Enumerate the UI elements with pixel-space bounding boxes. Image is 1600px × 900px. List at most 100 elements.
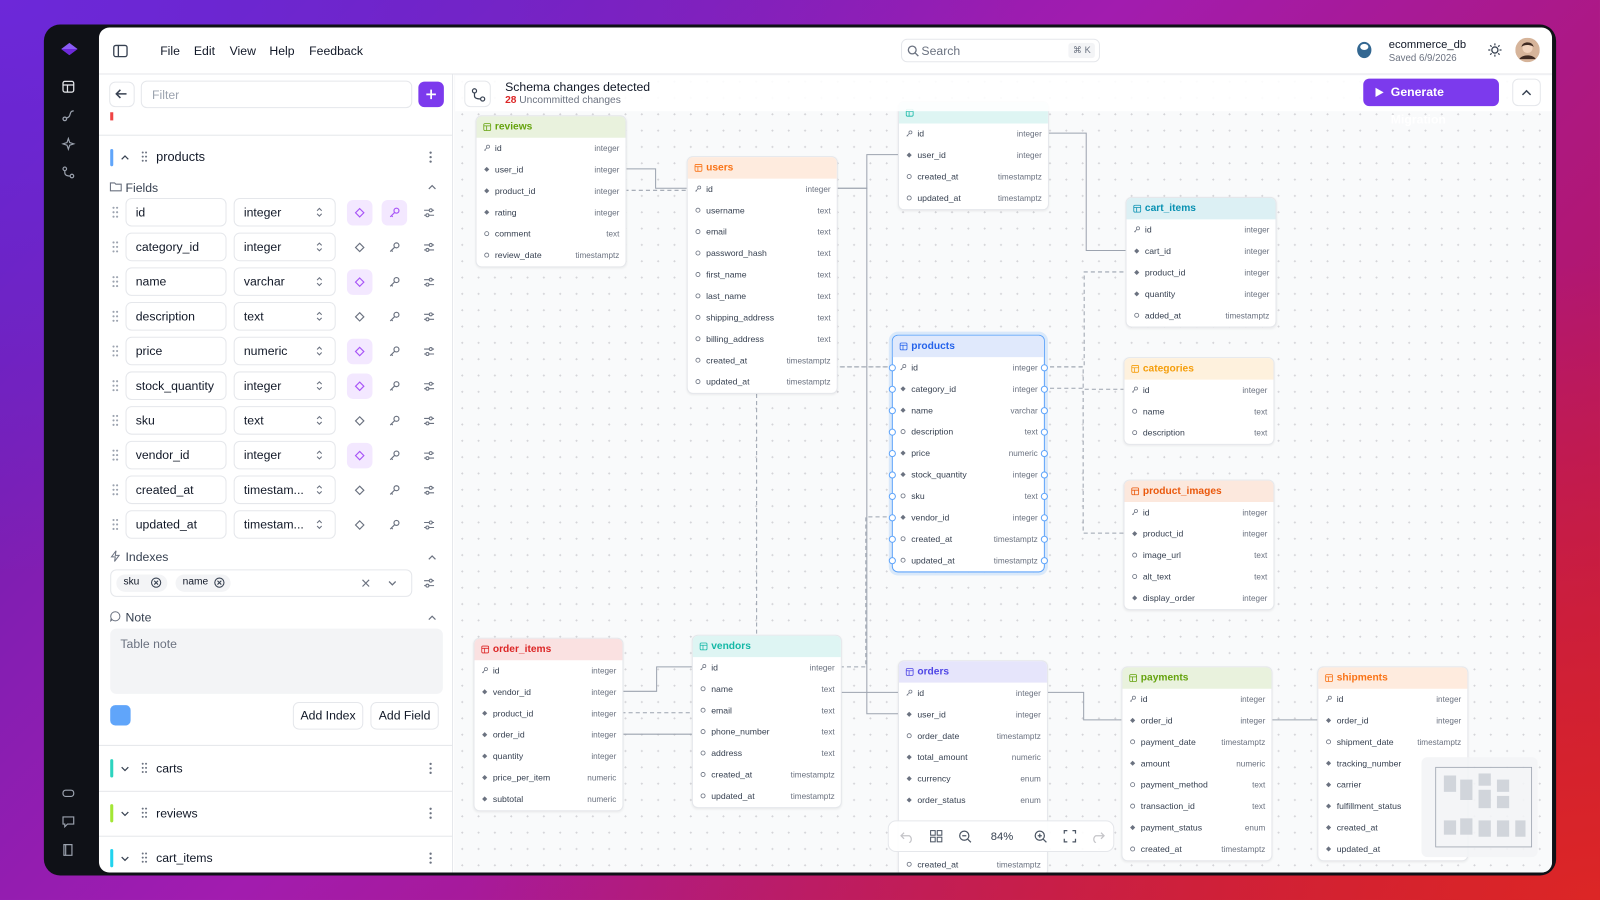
handle[interactable] (1040, 407, 1048, 415)
handle[interactable] (1040, 364, 1048, 372)
filter-input[interactable]: Filter (140, 80, 413, 109)
handle[interactable] (888, 364, 896, 372)
field-settings[interactable] (422, 380, 435, 393)
note-chevron[interactable] (426, 611, 439, 624)
branch-button[interactable] (464, 80, 491, 108)
handle[interactable] (1040, 492, 1048, 500)
sidebar-toggle[interactable] (112, 43, 128, 59)
not-null-toggle[interactable] (346, 269, 373, 295)
field-type-select[interactable]: integer (233, 371, 336, 400)
field-settings[interactable] (422, 310, 435, 323)
field-drag[interactable] (108, 517, 122, 531)
expand-chevron[interactable] (118, 807, 131, 820)
table-node[interactable]: product_images id integer product_id integer… (1123, 479, 1275, 611)
field-name-input[interactable]: sku (125, 406, 227, 435)
field-settings[interactable] (422, 484, 435, 497)
field-name-input[interactable]: updated_at (125, 510, 227, 539)
handle[interactable] (1040, 471, 1048, 479)
expand-chevron[interactable] (118, 762, 131, 775)
handle[interactable] (888, 557, 896, 565)
handle[interactable] (888, 407, 896, 415)
field-settings[interactable] (422, 206, 435, 219)
handle[interactable] (888, 492, 896, 500)
field-settings[interactable] (422, 449, 435, 462)
field-type-select[interactable]: varchar (233, 267, 336, 296)
theme-toggle[interactable] (1488, 43, 1502, 57)
collapse-button[interactable] (1512, 78, 1541, 107)
table-node[interactable]: cart_items id integer cart_id integer product… (1125, 196, 1277, 328)
back-button[interactable] (113, 86, 129, 102)
table-node[interactable]: vendors id integer name text email text phone_n… (691, 634, 842, 809)
field-name-input[interactable]: description (125, 302, 227, 331)
sidebar-button[interactable]: Add Index (292, 702, 364, 730)
field-name-input[interactable]: stock_quantity (125, 371, 227, 400)
not-null-toggle[interactable] (346, 338, 373, 365)
field-name-input[interactable]: price (125, 336, 227, 366)
field-settings[interactable] (422, 345, 435, 358)
menu-item[interactable]: File (160, 43, 180, 59)
index-tag-remove[interactable] (213, 577, 225, 589)
zoom-in[interactable] (1034, 830, 1048, 844)
field-type-select[interactable]: integer (233, 197, 336, 227)
table-name[interactable]: carts (156, 761, 183, 776)
field-name-input[interactable]: vendor_id (125, 440, 227, 470)
field-drag[interactable] (108, 413, 122, 427)
handle[interactable] (888, 535, 896, 543)
table-menu[interactable] (423, 851, 437, 865)
field-type-select[interactable]: integer (233, 232, 336, 262)
index-tag-remove[interactable] (150, 577, 162, 589)
rail-feedback[interactable] (61, 814, 75, 829)
expand-chevron[interactable] (118, 852, 131, 865)
avatar[interactable] (1515, 37, 1540, 63)
table-node[interactable]: id integer user_id integer created_at timesta… (897, 101, 1049, 211)
minimap[interactable] (1421, 757, 1538, 858)
field-settings[interactable] (422, 241, 435, 254)
field-type-select[interactable]: integer (233, 440, 336, 470)
handle[interactable] (888, 428, 896, 436)
table-menu[interactable] (423, 806, 437, 820)
fit-view[interactable] (930, 830, 943, 843)
field-settings[interactable] (422, 276, 435, 289)
table-name[interactable]: cart_items (156, 851, 213, 866)
rail-branches[interactable] (61, 165, 75, 179)
field-name-input[interactable]: name (125, 267, 227, 296)
field-drag[interactable] (108, 448, 122, 462)
field-name-input[interactable]: category_id (125, 232, 227, 262)
zoom-out[interactable] (958, 830, 972, 844)
field-drag[interactable] (108, 344, 122, 358)
fields-chevron[interactable] (426, 181, 439, 194)
sidebar-button[interactable]: Add Field (370, 702, 439, 730)
note-textarea[interactable]: Table note (110, 628, 443, 694)
table-node[interactable]: order_items id integer vendor_id integer prod… (473, 637, 624, 812)
table-node[interactable]: users id integer username text email text passw… (686, 156, 838, 394)
menu-item[interactable]: Edit (193, 43, 215, 59)
handle[interactable] (888, 471, 896, 479)
table-name[interactable]: reviews (156, 806, 198, 821)
field-name-input[interactable]: id (125, 197, 227, 227)
menu-item[interactable]: Help (269, 43, 295, 59)
index-input[interactable] (110, 569, 413, 597)
handle[interactable] (1040, 428, 1048, 436)
handle[interactable] (1040, 535, 1048, 543)
field-type-select[interactable]: text (233, 302, 336, 331)
handle[interactable] (888, 449, 896, 458)
handle[interactable] (1040, 385, 1048, 393)
rail-discord[interactable] (61, 786, 75, 800)
field-drag[interactable] (108, 274, 122, 288)
field-settings[interactable] (422, 414, 435, 427)
fullscreen[interactable] (1063, 829, 1077, 843)
menu-item[interactable]: View (229, 43, 256, 59)
field-name-input[interactable]: created_at (125, 475, 227, 505)
field-type-select[interactable]: timestam... (233, 510, 336, 539)
table-color-swatch[interactable] (110, 705, 131, 726)
index-clear[interactable] (359, 577, 372, 590)
table-node[interactable]: reviews id integer user_id integer product_id… (475, 115, 627, 268)
table-menu[interactable] (423, 761, 437, 775)
field-type-select[interactable]: text (233, 406, 336, 435)
undo[interactable] (900, 831, 914, 843)
field-drag[interactable] (108, 379, 122, 393)
rail-relations[interactable] (61, 108, 75, 122)
table-node[interactable]: payments id integer order_id integer payment_… (1121, 666, 1273, 862)
redo[interactable] (1091, 831, 1105, 843)
not-null-toggle[interactable] (346, 199, 373, 226)
